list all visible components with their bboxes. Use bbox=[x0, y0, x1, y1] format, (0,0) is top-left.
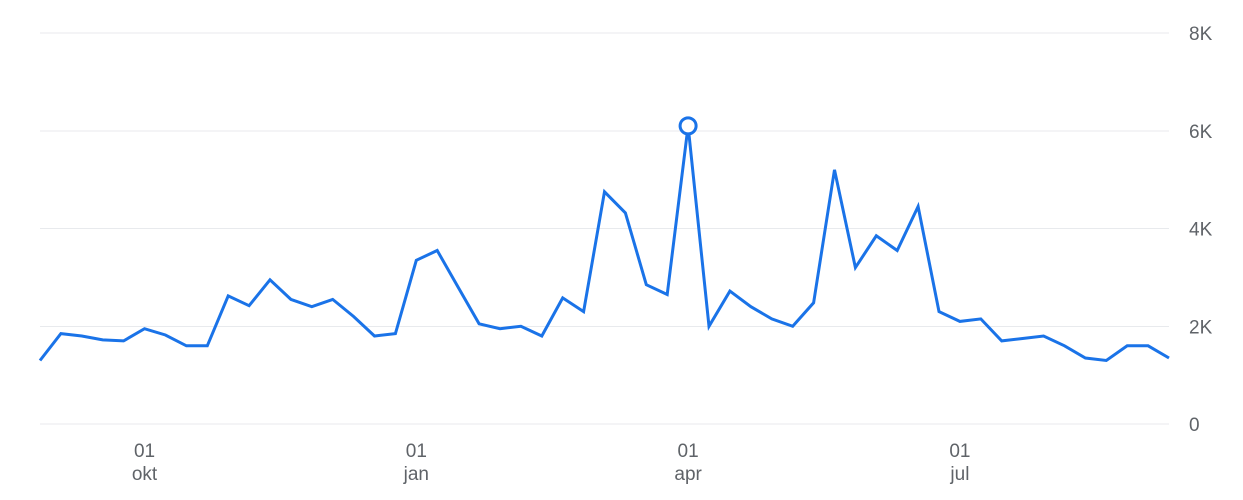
y-tick-label: 8K bbox=[1189, 24, 1213, 45]
x-tick-label-top: 01 bbox=[678, 441, 699, 462]
x-tick-label-bottom: jul bbox=[949, 464, 969, 485]
timeseries-chart: 02K4K6K8K01okt01jan01apr01jul bbox=[0, 0, 1243, 500]
y-tick-label: 6K bbox=[1189, 122, 1213, 143]
y-tick-label: 0 bbox=[1189, 415, 1200, 436]
chart-background bbox=[0, 0, 1243, 500]
x-tick-label-top: 01 bbox=[134, 441, 155, 462]
highlight-marker[interactable] bbox=[680, 118, 696, 134]
y-tick-label: 2K bbox=[1189, 317, 1213, 338]
x-tick-label-top: 01 bbox=[406, 441, 427, 462]
x-tick-label-bottom: okt bbox=[132, 464, 158, 485]
x-tick-label-bottom: apr bbox=[674, 464, 702, 485]
x-tick-label-top: 01 bbox=[949, 441, 970, 462]
y-tick-label: 4K bbox=[1189, 220, 1213, 241]
x-tick-label-bottom: jan bbox=[403, 464, 429, 485]
chart-svg: 02K4K6K8K01okt01jan01apr01jul bbox=[0, 0, 1243, 500]
